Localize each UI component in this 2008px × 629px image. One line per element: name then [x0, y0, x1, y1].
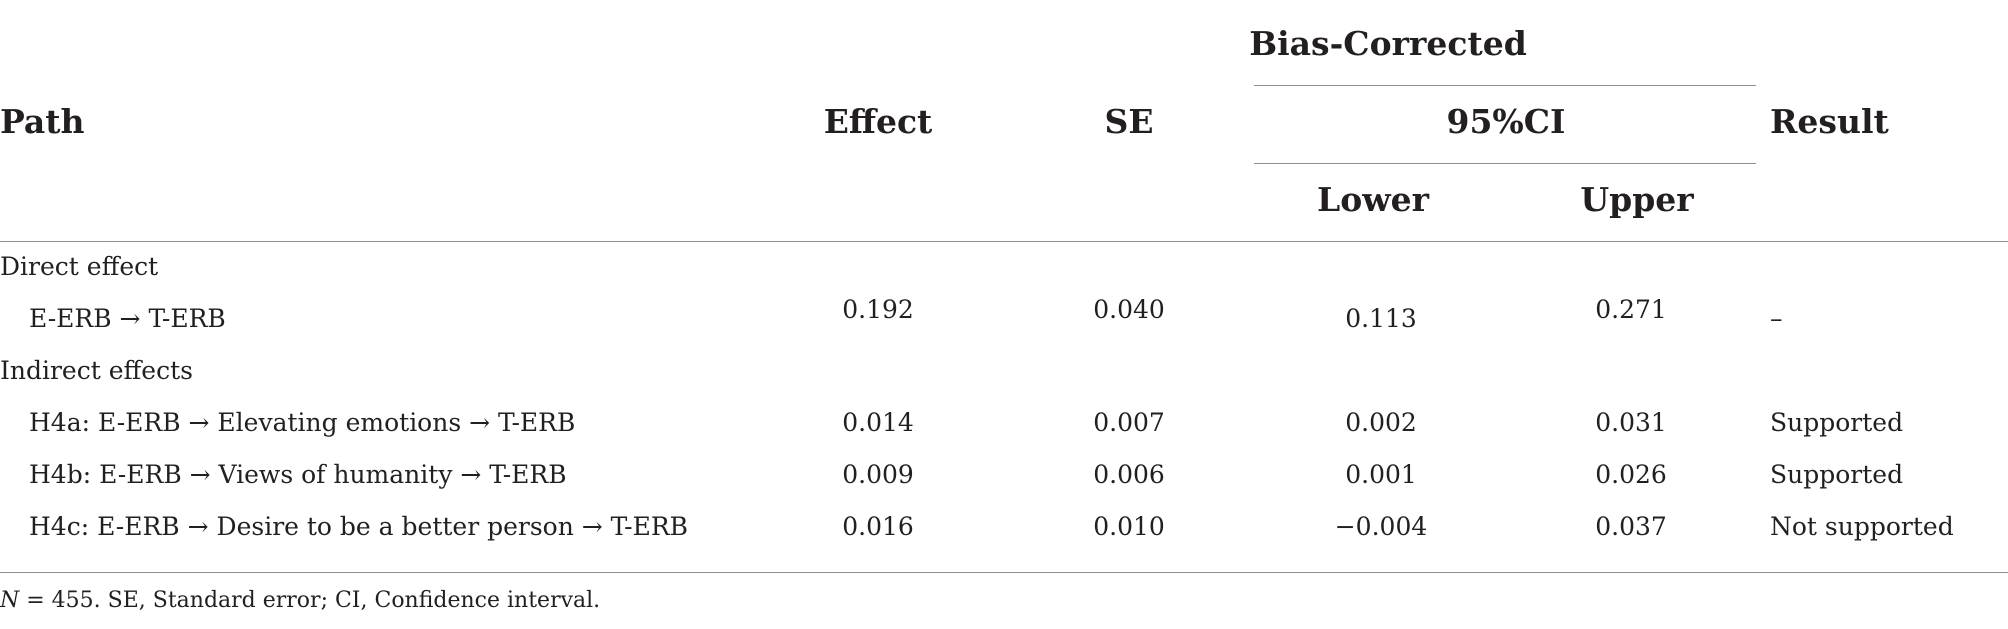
row-result: Supported: [1770, 408, 1904, 437]
row-upper: 0.031: [1595, 408, 1667, 437]
header-effect: Effect: [823, 102, 933, 141]
table-footnote: N = 455. SE, Standard error; CI, Confide…: [0, 587, 600, 615]
row-path: H4b: E-ERB → Views of humanity → T-ERB: [29, 460, 567, 489]
row-path: H4c: E-ERB → Desire to be a better perso…: [29, 512, 689, 541]
rule-under-header: [0, 241, 2008, 242]
row-se: 0.010: [1093, 512, 1165, 541]
row-result: Not supported: [1770, 512, 1954, 541]
row-path: E-ERB → T-ERB: [29, 304, 226, 333]
header-result: Result: [1770, 102, 1889, 141]
row-upper: 0.026: [1595, 460, 1667, 489]
row-lower: 0.001: [1345, 460, 1417, 489]
row-effect: 0.014: [842, 408, 914, 437]
header-lower: Lower: [1316, 180, 1430, 219]
row-se: 0.007: [1093, 408, 1165, 437]
row-effect: 0.192: [842, 295, 914, 324]
row-upper: 0.037: [1595, 512, 1667, 541]
header-path: Path: [0, 102, 85, 141]
row-result: Supported: [1770, 460, 1904, 489]
rule-under-bias-corrected: [1254, 85, 1756, 86]
row-effect: 0.016: [842, 512, 914, 541]
header-upper: Upper: [1580, 180, 1694, 219]
header-bias-corrected: Bias-Corrected: [1249, 24, 1527, 63]
footnote-text: = 455. SE, Standard error; CI, Confidenc…: [19, 588, 601, 613]
footnote-n-symbol: N: [0, 588, 20, 613]
row-result: –: [1770, 304, 1783, 333]
rule-under-ci: [1254, 163, 1756, 164]
row-effect: 0.009: [842, 460, 914, 489]
rule-table-bottom: [0, 572, 2008, 573]
header-ci: 95%CI: [1446, 102, 1566, 141]
section-indirect-effects: Indirect effects: [0, 356, 193, 385]
row-lower: 0.113: [1345, 304, 1417, 333]
row-path: H4a: E-ERB → Elevating emotions → T-ERB: [29, 408, 576, 437]
row-se: 0.006: [1093, 460, 1165, 489]
section-direct-effect: Direct effect: [0, 252, 159, 281]
row-lower: −0.004: [1334, 512, 1428, 541]
row-se: 0.040: [1093, 295, 1165, 324]
header-se: SE: [1104, 102, 1154, 141]
row-upper: 0.271: [1595, 295, 1667, 324]
row-lower: 0.002: [1345, 408, 1417, 437]
